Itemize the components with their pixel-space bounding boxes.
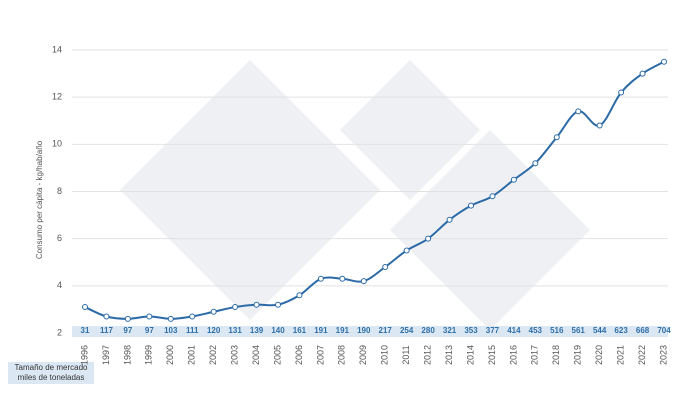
- point: [360, 278, 367, 285]
- market-label: Tamaño de mercado: [15, 363, 88, 372]
- market-value: 139: [250, 326, 264, 335]
- point: [446, 216, 453, 223]
- x-tick-label: 1997: [101, 345, 111, 365]
- series-line: [84, 60, 665, 320]
- x-tick-label: 2000: [165, 345, 175, 365]
- x-tick-label: 2006: [294, 345, 304, 365]
- market-value: 217: [379, 326, 393, 335]
- point: [596, 122, 603, 129]
- point: [124, 315, 131, 322]
- market-value: 544: [593, 326, 607, 335]
- point: [103, 313, 110, 320]
- x-tick-label: 2001: [187, 345, 197, 365]
- market-value: 516: [550, 326, 564, 335]
- watermark: [120, 60, 590, 330]
- x-tick-label: 2010: [380, 345, 390, 365]
- point: [317, 275, 324, 282]
- y-tick-label: 2: [57, 327, 62, 337]
- point: [532, 160, 539, 167]
- market-value: 254: [400, 326, 414, 335]
- point: [146, 313, 153, 320]
- point: [553, 134, 560, 141]
- market-value: 321: [443, 326, 457, 335]
- point: [210, 308, 217, 315]
- point: [167, 315, 174, 322]
- x-tick-label: 2009: [358, 345, 368, 365]
- point: [489, 193, 496, 200]
- point: [575, 108, 582, 115]
- x-tick-label: 2014: [465, 345, 475, 365]
- point: [425, 235, 432, 242]
- market-value: 97: [145, 326, 154, 335]
- market-label: miles de toneladas: [18, 373, 85, 382]
- point: [510, 176, 517, 183]
- y-axis-label: Consumo per cápita - kg/hab/año: [35, 140, 44, 259]
- y-tick-label: 10: [52, 139, 62, 149]
- market-value: 191: [314, 326, 328, 335]
- x-tick-label: 1999: [144, 345, 154, 365]
- market-value: 117: [100, 326, 113, 335]
- x-tick-label: 2011: [401, 345, 411, 364]
- y-tick-label: 12: [52, 92, 62, 102]
- market-value: 31: [81, 326, 90, 335]
- x-tick-label: 2022: [637, 345, 647, 365]
- point: [232, 304, 239, 311]
- x-tick-label: 2021: [615, 345, 625, 365]
- market-value: 97: [123, 326, 132, 335]
- market-value: 103: [164, 326, 178, 335]
- x-tick-label: 1998: [122, 345, 132, 365]
- point: [339, 275, 346, 282]
- x-tick-label: 1996: [79, 345, 89, 365]
- x-tick-label: 2013: [444, 345, 454, 365]
- point: [618, 89, 625, 96]
- point: [639, 70, 646, 77]
- point: [661, 58, 667, 65]
- x-tick-label: 2016: [508, 345, 518, 365]
- y-tick-label: 4: [57, 280, 62, 290]
- x-tick-label: 2020: [594, 345, 604, 365]
- market-value: 190: [357, 326, 371, 335]
- market-value: 453: [529, 326, 543, 335]
- point: [403, 247, 410, 254]
- point: [82, 304, 88, 311]
- point: [275, 301, 281, 308]
- point: [189, 313, 196, 320]
- market-value: 668: [636, 326, 650, 335]
- x-tick-label: 2012: [422, 345, 432, 365]
- x-tick-label: 2019: [573, 345, 583, 365]
- y-tick-label: 8: [57, 186, 62, 196]
- market-label-box: [8, 362, 94, 384]
- market-value: 161: [293, 326, 307, 335]
- market-value: 140: [271, 326, 285, 335]
- point: [382, 263, 389, 270]
- market-value: 377: [486, 326, 500, 335]
- y-tick-label: 14: [52, 44, 62, 54]
- x-tick-label: 2023: [658, 345, 668, 365]
- market-value: 623: [614, 326, 628, 335]
- x-tick-label: 2018: [551, 345, 561, 365]
- point: [296, 292, 303, 299]
- y-tick-label: 6: [57, 233, 62, 243]
- x-tick-label: 2005: [272, 345, 282, 365]
- market-value: 414: [507, 326, 521, 335]
- x-tick-label: 2017: [530, 345, 540, 365]
- x-tick-label: 2004: [251, 345, 261, 365]
- point: [253, 301, 260, 308]
- market-value: 704: [657, 326, 671, 335]
- market-band: [72, 326, 668, 337]
- x-tick-label: 2007: [315, 345, 325, 365]
- point: [468, 202, 474, 209]
- market-value: 120: [207, 326, 221, 335]
- x-tick-label: 2015: [487, 345, 497, 365]
- market-value: 353: [464, 326, 478, 335]
- x-tick-label: 2002: [208, 345, 218, 365]
- x-tick-label: 2008: [337, 345, 347, 365]
- market-value: 280: [421, 326, 435, 335]
- x-tick-label: 2003: [229, 345, 239, 365]
- market-value: 111: [186, 326, 199, 335]
- market-value: 191: [336, 326, 350, 335]
- market-value: 131: [228, 326, 242, 335]
- market-value: 561: [572, 326, 586, 335]
